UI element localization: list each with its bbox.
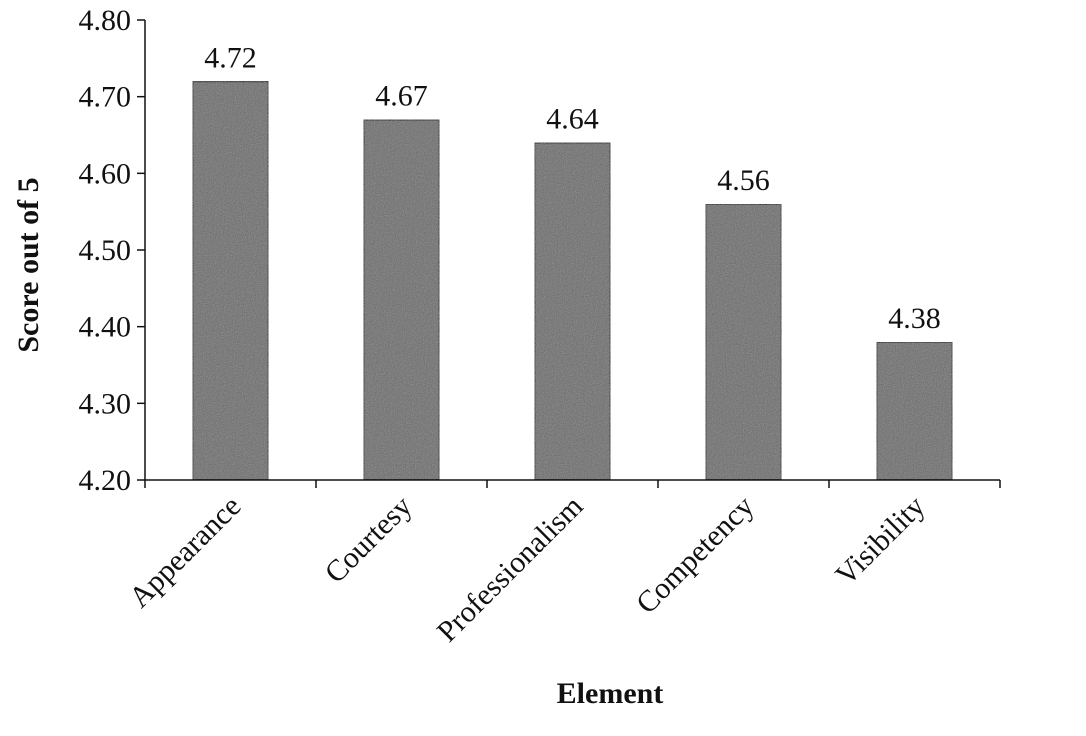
data-label-appearance: 4.72 [204, 41, 257, 74]
x-category-label: Appearance [123, 490, 248, 615]
bar-appearance [191, 80, 270, 481]
y-tick-label: 4.40 [79, 311, 132, 344]
bar-professionalism [533, 141, 612, 482]
x-axis-title: Element [557, 677, 664, 710]
y-tick-label: 4.80 [79, 4, 132, 37]
ticks-layer [137, 19, 1001, 488]
bar-competency [704, 203, 783, 481]
data-label-courtesy: 4.67 [375, 80, 428, 113]
y-tick-label: 4.70 [79, 81, 132, 114]
x-category-label: Courtesy [319, 490, 419, 590]
bar-visibility [875, 341, 954, 481]
y-tick-label: 4.60 [79, 157, 132, 190]
bar-courtesy [362, 118, 441, 482]
x-category-label: Visibility [829, 490, 931, 592]
data-label-visibility: 4.38 [888, 302, 941, 335]
y-tick-label: 4.30 [79, 387, 132, 420]
y-tick-label: 4.50 [79, 234, 132, 267]
data-label-competency: 4.56 [717, 164, 770, 197]
y-axis-title: Score out of 5 [12, 177, 45, 352]
x-category-label: Competency [630, 490, 761, 621]
data-label-professionalism: 4.64 [546, 103, 599, 136]
x-category-label: Professionalism [431, 490, 590, 649]
y-tick-label: 4.20 [79, 464, 132, 497]
bars-layer [191, 80, 954, 482]
